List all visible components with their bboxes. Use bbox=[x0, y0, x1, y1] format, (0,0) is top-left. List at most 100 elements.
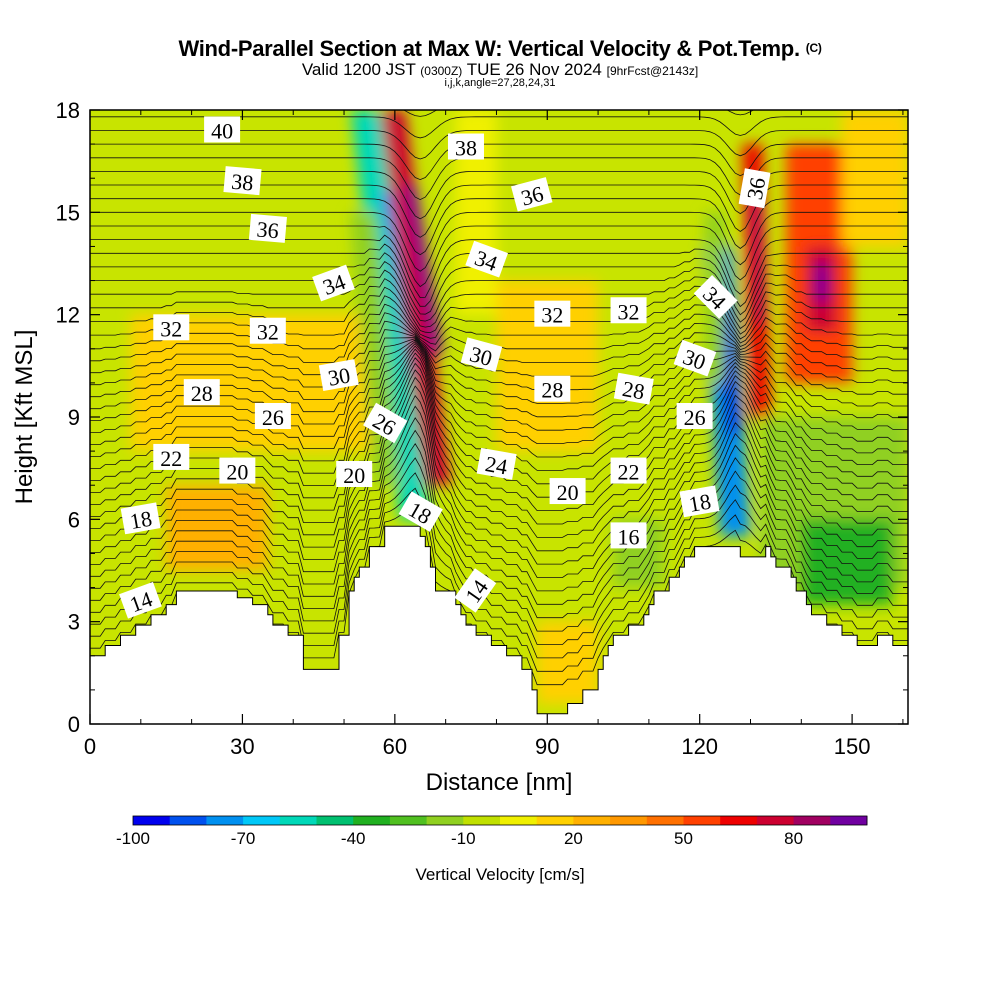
colorbar-swatch bbox=[243, 816, 281, 825]
contour-label-box bbox=[223, 166, 262, 196]
contour-label: 32 bbox=[610, 297, 647, 324]
contour-label-text: 40 bbox=[211, 118, 233, 143]
contour-label-text: 36 bbox=[256, 216, 280, 243]
x-axis-title: Distance [nm] bbox=[426, 769, 573, 796]
contour-label: 32 bbox=[153, 314, 190, 341]
contour-label-box bbox=[476, 447, 517, 480]
contour-label-text: 28 bbox=[191, 381, 213, 406]
contour-label: 18 bbox=[679, 485, 720, 518]
contour-label-box bbox=[312, 264, 355, 302]
theta-contour bbox=[90, 417, 908, 605]
contour-label: 30 bbox=[460, 337, 503, 372]
colorbar-swatch bbox=[279, 816, 317, 825]
contour-label-box bbox=[549, 478, 586, 505]
theta-contour bbox=[90, 472, 908, 659]
contour-label: 16 bbox=[610, 522, 647, 549]
y-tick-label: 12 bbox=[56, 303, 80, 328]
x-tick-label: 150 bbox=[834, 734, 871, 759]
contour-label-box bbox=[249, 317, 286, 344]
contour-label-box bbox=[153, 443, 190, 470]
theta-contour bbox=[90, 312, 908, 363]
contour-label-text: 38 bbox=[455, 136, 477, 161]
contour-label-box bbox=[254, 403, 291, 429]
colorbar-swatch bbox=[610, 816, 648, 825]
terrain-mask bbox=[89, 525, 909, 725]
contour-label-box bbox=[676, 403, 713, 429]
contour-label: 28 bbox=[183, 379, 220, 406]
colorbar-swatch bbox=[536, 816, 574, 825]
colorbar-tick-label: 20 bbox=[564, 829, 583, 848]
contour-label: 40 bbox=[204, 116, 241, 143]
copyright-mark: (C) bbox=[805, 41, 822, 55]
contour-label-text: 28 bbox=[621, 376, 647, 404]
y-axis-title: Height [Kft MSL] bbox=[11, 330, 38, 505]
x-tick-label: 30 bbox=[230, 734, 254, 759]
contour-label: 38 bbox=[447, 133, 484, 161]
valid-utc-label: (0300Z) bbox=[420, 64, 463, 78]
theta-contour bbox=[90, 443, 908, 632]
potential-temperature-contours bbox=[90, 110, 908, 686]
contour-label-text: 30 bbox=[326, 362, 352, 390]
colorbar-tick-label: -100 bbox=[116, 829, 150, 848]
contour-label-box bbox=[119, 581, 162, 619]
contour-label: 30 bbox=[673, 339, 717, 377]
colorbar-swatch bbox=[756, 816, 795, 825]
velocity-cell bbox=[496, 280, 599, 452]
theta-contour bbox=[90, 295, 908, 345]
theta-contour bbox=[90, 385, 908, 565]
contour-label: 28 bbox=[534, 375, 571, 403]
velocity-core bbox=[405, 185, 444, 354]
colorbar: -100 -70 -40 -10 20 50 80 bbox=[116, 815, 868, 848]
velocity-core bbox=[815, 263, 828, 302]
theta-contour bbox=[90, 394, 908, 578]
theta-contour bbox=[90, 260, 908, 323]
valid-time-label: Valid 1200 JST bbox=[301, 60, 416, 79]
x-tick-label: 60 bbox=[383, 734, 407, 759]
velocity-cell bbox=[166, 485, 268, 571]
colorbar-swatch bbox=[646, 816, 684, 825]
contour-label: 22 bbox=[610, 457, 647, 485]
contour-label-text: 16 bbox=[618, 524, 640, 549]
contour-label-text: 38 bbox=[230, 169, 254, 196]
contour-label-box bbox=[465, 240, 509, 278]
contour-label-box bbox=[693, 274, 738, 319]
forecast-tag-label: [9hrFcst@2143z] bbox=[606, 64, 699, 78]
contour-label-box bbox=[534, 375, 571, 402]
contour-label: 24 bbox=[476, 447, 517, 480]
contour-label-box bbox=[153, 314, 190, 341]
colorbar-title: Vertical Velocity [cm/s] bbox=[415, 865, 584, 884]
colorbar-tick-label: 80 bbox=[784, 829, 803, 848]
contour-label: 36 bbox=[738, 168, 771, 209]
contour-label: 20 bbox=[549, 478, 586, 505]
chart-title-text: Wind-Parallel Section at Max W: Vertical… bbox=[178, 36, 800, 61]
colorbar-tick-label: -40 bbox=[341, 829, 366, 848]
theta-contour bbox=[90, 269, 908, 330]
contour-label-box bbox=[610, 457, 647, 484]
theta-contour bbox=[90, 320, 908, 377]
contour-label: 20 bbox=[219, 457, 256, 485]
contour-label: 38 bbox=[223, 166, 262, 196]
theta-contour bbox=[90, 338, 908, 418]
contour-label: 28 bbox=[613, 372, 654, 405]
contour-label: 26 bbox=[676, 403, 713, 430]
theta-contour bbox=[90, 329, 908, 391]
contour-label: 26 bbox=[254, 403, 291, 430]
x-tick-label: 0 bbox=[84, 734, 96, 759]
y-tick-label: 6 bbox=[68, 507, 80, 532]
contour-label-box bbox=[336, 460, 373, 487]
contour-label-box bbox=[610, 522, 647, 549]
velocity-cell bbox=[801, 519, 893, 605]
contour-label: 36 bbox=[248, 213, 287, 243]
colorbar-swatch bbox=[353, 816, 391, 825]
theta-contour bbox=[90, 337, 908, 404]
contour-label-text: 20 bbox=[557, 480, 579, 505]
colorbar-swatch bbox=[830, 816, 868, 825]
theta-contour bbox=[90, 225, 908, 288]
contour-label-text: 28 bbox=[541, 378, 563, 403]
contour-label-box bbox=[398, 491, 443, 532]
theta-contour bbox=[90, 143, 908, 181]
x-tick-label: 120 bbox=[681, 734, 718, 759]
